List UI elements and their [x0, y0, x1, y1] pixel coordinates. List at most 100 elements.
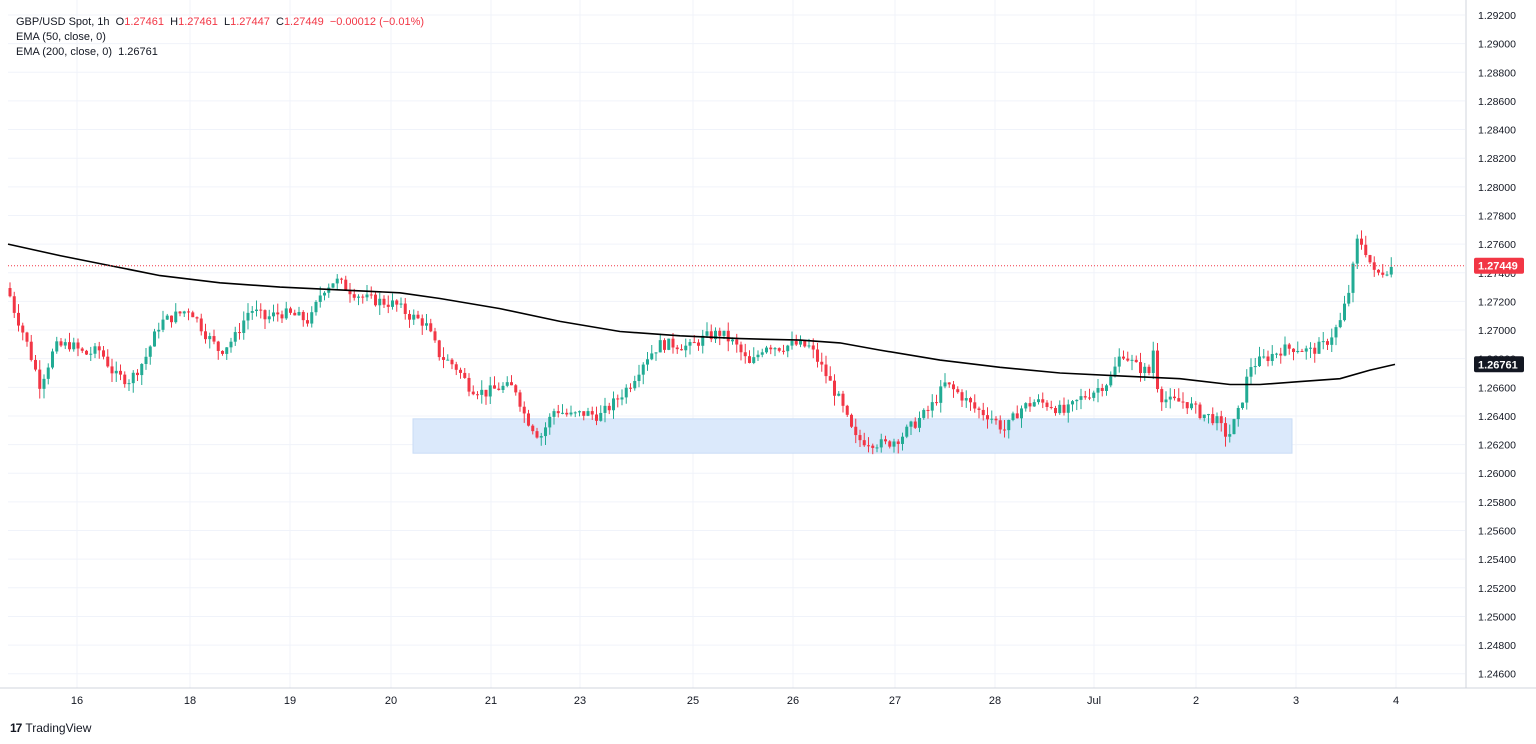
candle-body	[1207, 414, 1210, 416]
candle-body	[348, 290, 352, 295]
price-tick-label: 1.24600	[1478, 669, 1516, 681]
candle-body	[599, 412, 603, 421]
candle-body	[85, 350, 88, 355]
price-axis[interactable]: 1.29200 1.29000 1.28800 1.28600 1.28400 1.282…	[1478, 10, 1516, 681]
candle-body	[467, 377, 471, 392]
candle-body	[637, 374, 641, 381]
time-axis[interactable]: 16 18 19 20 21 23 25 26 27 28 Jul 2 3 4	[71, 695, 1399, 707]
candle-body	[102, 350, 105, 357]
candle-body	[718, 330, 722, 336]
candle-body	[1173, 396, 1176, 399]
legend-ema50-row[interactable]: EMA (50, close, 0)	[16, 30, 424, 45]
candle-body	[34, 359, 37, 370]
candle-body	[1296, 350, 1300, 353]
candle-body	[739, 344, 743, 353]
price-tick-label: 1.25800	[1478, 497, 1516, 509]
price-tick-label: 1.25600	[1478, 526, 1516, 538]
candle-body	[841, 393, 845, 406]
candle-body	[76, 342, 80, 349]
candle-body	[569, 412, 573, 415]
candle-body	[811, 345, 815, 350]
candle-body	[1236, 407, 1240, 420]
candle-body	[399, 303, 403, 305]
candle-body	[267, 316, 271, 320]
candle-body	[926, 409, 930, 411]
candle-body	[973, 402, 977, 409]
candle-body	[548, 416, 552, 428]
candle-body	[943, 382, 947, 387]
candle-body	[446, 359, 450, 361]
candle-body	[765, 347, 768, 353]
candle-body	[365, 294, 369, 298]
candle-body	[777, 348, 781, 351]
candle-body	[969, 398, 972, 403]
candle-body	[1258, 356, 1261, 367]
candle-body	[629, 387, 632, 389]
price-tick-label: 1.24800	[1478, 640, 1516, 652]
ema200-line	[7, 243, 1396, 386]
candle-body	[1143, 366, 1147, 374]
candle-body	[1334, 327, 1338, 338]
candle-body	[816, 349, 819, 362]
candle-body	[199, 318, 203, 332]
candle-body	[51, 351, 54, 368]
candle-body	[170, 315, 173, 323]
candle-body	[561, 412, 564, 414]
time-tick-label: 25	[687, 695, 699, 707]
symbol-label[interactable]: GBP/USD Spot, 1h	[16, 16, 110, 28]
candle-body	[72, 342, 76, 350]
candle-body	[1003, 429, 1006, 431]
candle-body	[425, 323, 428, 326]
candle-body	[1279, 353, 1283, 356]
candle-body	[612, 398, 615, 411]
candle-body	[1270, 353, 1274, 362]
candle-body	[752, 357, 756, 363]
candle-body	[1147, 366, 1151, 373]
candle-body	[522, 406, 526, 414]
candle-body	[828, 376, 832, 381]
candle-body	[663, 340, 666, 350]
low-label: L	[223, 16, 231, 28]
candle-body	[1360, 238, 1363, 245]
candle-body	[119, 370, 122, 375]
open-value: 1.27461	[124, 16, 164, 28]
price-tick-label: 1.26400	[1478, 411, 1516, 423]
candle-body	[514, 385, 518, 393]
candle-body	[378, 298, 382, 306]
candle-body	[17, 312, 20, 326]
price-tick-label: 1.28800	[1478, 67, 1516, 79]
candle-body	[760, 352, 764, 355]
candle-body	[1253, 366, 1257, 368]
candle-body	[1194, 403, 1198, 405]
candle-body	[416, 314, 420, 319]
candle-body	[1071, 401, 1074, 405]
candle-body	[1347, 292, 1351, 304]
candle-body	[493, 385, 496, 389]
last-price-label: 1.27449	[1478, 261, 1518, 273]
candle-body	[1215, 416, 1219, 424]
candle-body	[1300, 350, 1304, 352]
candle-body	[782, 350, 785, 352]
candle-body	[335, 278, 339, 284]
legend-ema200-row[interactable]: EMA (200, close, 0) 1.26761	[16, 45, 424, 60]
candle-body	[289, 308, 292, 313]
candle-body	[157, 329, 161, 332]
candle-body	[216, 341, 220, 351]
tradingview-brand[interactable]: 17 TradingView	[10, 721, 91, 735]
candle-body	[960, 392, 964, 401]
candle-body	[1011, 413, 1015, 420]
ema200-price-tag: 1.26761	[1474, 356, 1524, 373]
candle-body	[1083, 396, 1087, 398]
candle-body	[807, 345, 811, 347]
candle-body	[229, 341, 233, 348]
candle-body	[153, 331, 156, 347]
candle-body	[1156, 350, 1159, 390]
candle-body	[1015, 413, 1019, 419]
candle-body	[293, 312, 297, 316]
candle-body	[1202, 414, 1206, 419]
candle-body	[680, 349, 683, 351]
candle-body	[382, 298, 386, 305]
candle-body	[1054, 408, 1057, 414]
candle-body	[369, 294, 373, 296]
